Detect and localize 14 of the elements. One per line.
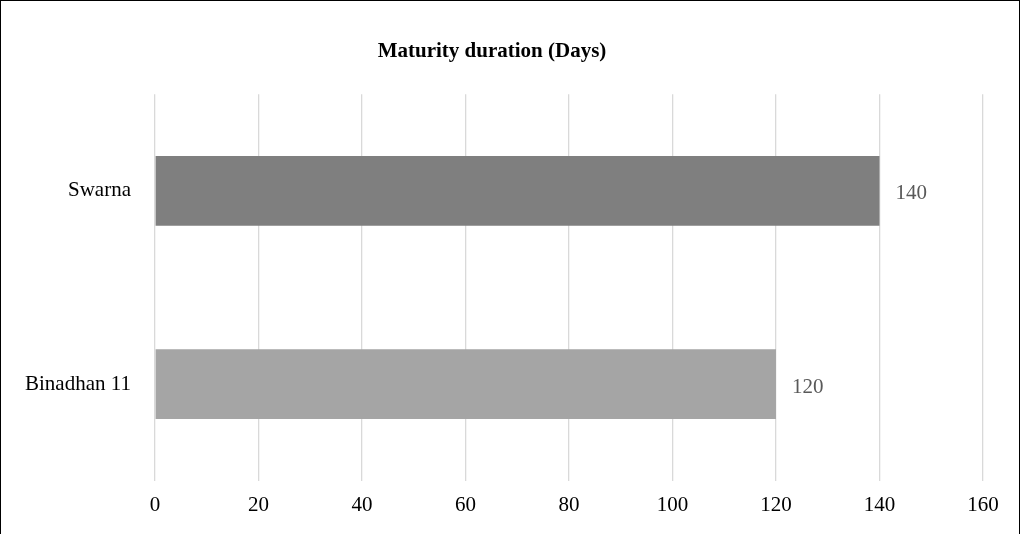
y-tick-label: Binadhan 11 [24, 370, 131, 395]
x-tick-label: 160 [967, 491, 999, 516]
x-tick-label: 100 [656, 491, 689, 516]
x-tick-label: 80 [558, 491, 580, 516]
data-label: 140 [895, 180, 927, 205]
x-tick-label: 40 [351, 491, 373, 516]
y-tick-label: Swarna [67, 177, 132, 202]
data-label: 120 [791, 373, 824, 398]
x-tick-label: 20 [247, 491, 269, 516]
x-tick-label: 120 [760, 491, 792, 516]
chart-title: Maturity duration (Days) [377, 38, 607, 63]
x-tick-label: 0 [149, 491, 161, 516]
x-tick-label: 140 [863, 491, 896, 516]
x-tick-label: 60 [454, 491, 476, 516]
